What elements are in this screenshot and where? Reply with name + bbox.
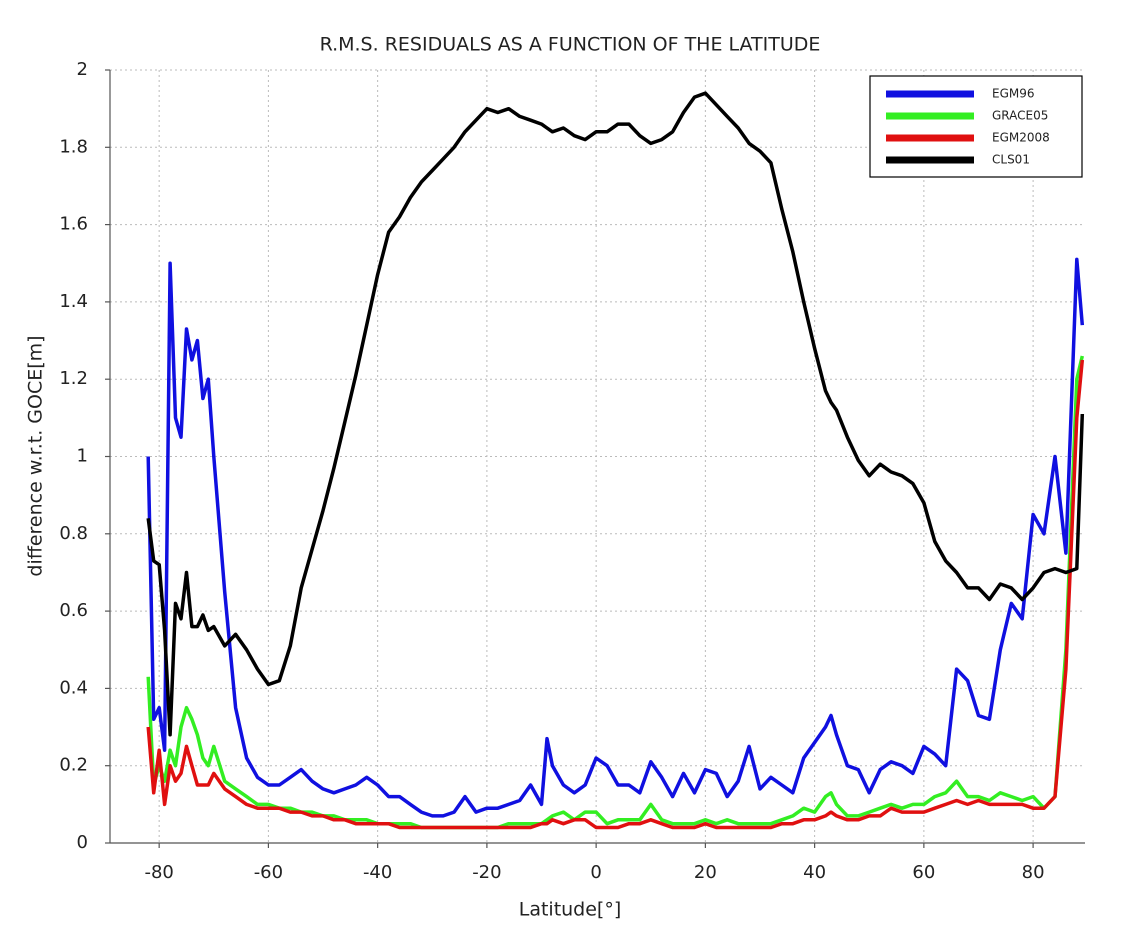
legend-label: CLS01 — [992, 153, 1030, 167]
x-tick-label: -40 — [363, 862, 392, 883]
y-tick-label: 0.2 — [59, 755, 88, 776]
series-line — [146, 359, 1085, 830]
y-tick-label: 2 — [77, 59, 88, 80]
x-tick-label: -80 — [144, 862, 173, 883]
series-line — [146, 257, 1085, 818]
x-axis-label: Latitude[°] — [519, 899, 622, 921]
y-tick-label: 0 — [77, 832, 88, 853]
y-tick-label: 0.6 — [59, 600, 88, 621]
x-tick-label: -60 — [254, 862, 283, 883]
y-tick-label: 1.2 — [59, 368, 88, 389]
x-tick-label: 60 — [912, 862, 935, 883]
x-tick-label: 0 — [590, 862, 601, 883]
y-tick-label: 1.6 — [59, 214, 88, 235]
y-tick-label: 1.8 — [59, 136, 88, 157]
legend-label: EGM96 — [992, 87, 1035, 101]
series-line — [146, 91, 1085, 737]
legend-label: GRACE05 — [992, 109, 1048, 123]
y-tick-label: 1.4 — [59, 291, 88, 312]
x-tick-label: 40 — [803, 862, 826, 883]
legend-label: EGM2008 — [992, 131, 1050, 145]
y-axis-label: difference w.r.t. GOCE[m] — [25, 335, 47, 576]
x-tick-label: 20 — [694, 862, 717, 883]
x-tick-label: -20 — [472, 862, 501, 883]
y-tick-label: 1 — [77, 446, 88, 467]
x-tick-label: 80 — [1022, 862, 1045, 883]
y-tick-label: 0.8 — [59, 523, 88, 544]
y-tick-label: 0.4 — [59, 677, 88, 698]
series-line — [146, 355, 1085, 830]
chart-title: R.M.S. RESIDUALS AS A FUNCTION OF THE LA… — [320, 34, 821, 56]
